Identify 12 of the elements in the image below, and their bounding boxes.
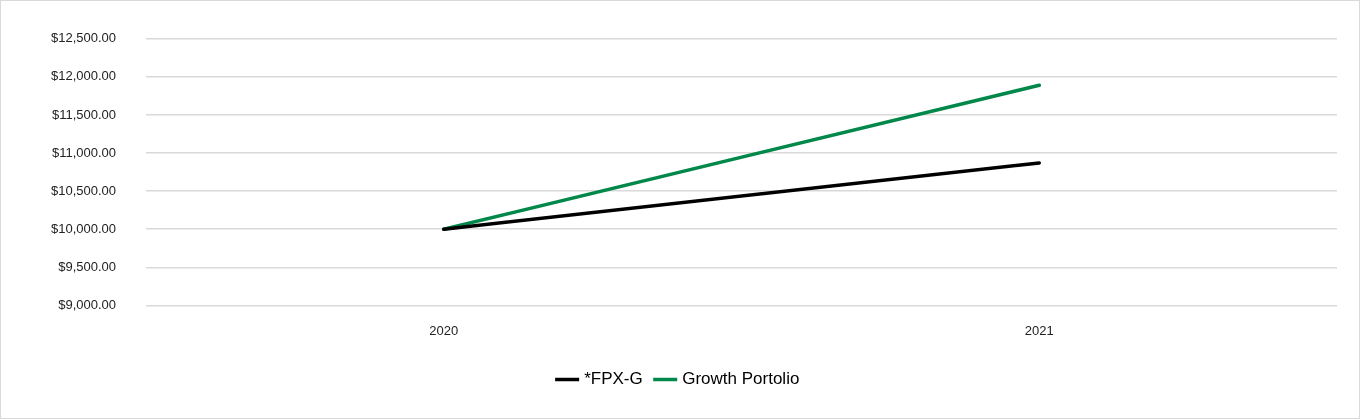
x-tick-label: 2020 [429,322,459,338]
legend-label: *FPX-G [584,369,643,389]
legend-label: Growth Portolio [682,369,800,389]
y-tick-label: $11,000.00 [51,144,117,160]
y-tick-label: $10,000.00 [50,220,117,236]
y-tick-label: $12,500.00 [50,30,117,46]
x-tick-label: 2021 [1024,322,1054,338]
y-tick-label: $11,500.00 [51,106,117,122]
y-tick-label: $9,000.00 [58,296,117,312]
y-tick-label: $10,500.00 [50,182,117,198]
y-tick-label: $9,500.00 [58,258,117,274]
y-tick-label: $12,000.00 [50,68,117,84]
